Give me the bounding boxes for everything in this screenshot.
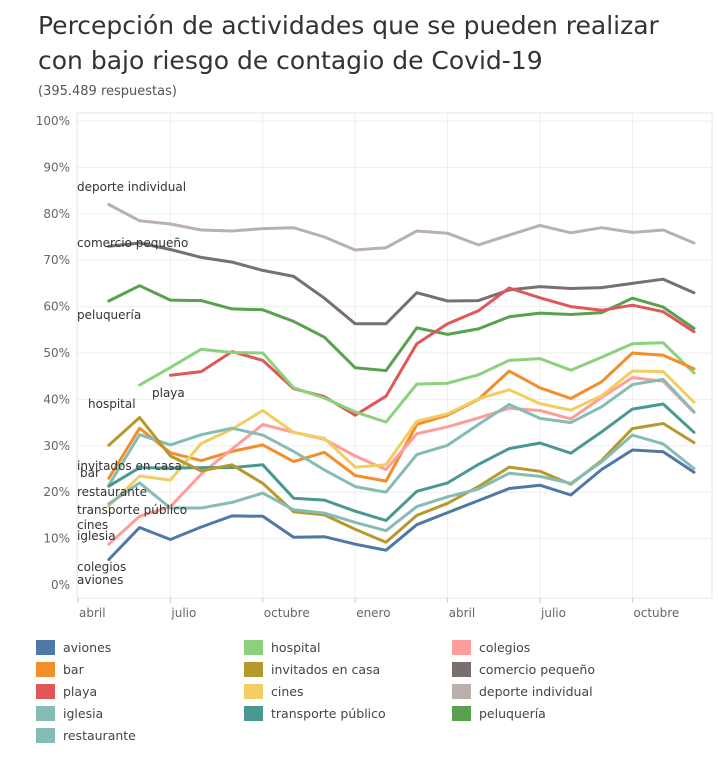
legend-label: cines [271,683,304,699]
line-label: playa [152,386,185,400]
x-tick-label: abril [449,606,476,620]
legend-item: bar [36,660,84,678]
y-axis: 0% 10% 20% 30% 40% 50% 60% 70% 80% 90% 100% [36,114,70,592]
y-tick-label: 100% [36,114,70,128]
legend-label: aviones [63,639,112,655]
line-label: deporte individual [77,180,186,194]
legend-swatch [36,639,55,655]
chart-subtitle: (395.489 respuestas) [38,84,177,99]
series-line [107,402,696,522]
legend-swatch [36,727,55,743]
legend-swatch [244,683,263,699]
line-label: cines [77,518,108,532]
series-line [107,203,696,252]
legend-swatch [244,705,263,721]
legend-swatch [452,705,471,721]
line-label: peluquería [77,308,141,322]
y-tick-label: 90% [43,160,70,174]
legend-label: playa [63,683,98,699]
legend-label: deporte individual [479,683,593,699]
legend-item: comercio pequeño [452,660,595,678]
x-tick-label: octubre [264,606,310,620]
legend-swatch [452,661,471,677]
legend-item: restaurante [36,726,136,744]
legend-label: invitados en casa [271,661,381,677]
y-tick-label: 80% [43,207,70,221]
line-label: restaurante [77,485,147,499]
y-tick-label: 10% [43,532,70,546]
legend-item: aviones [36,638,111,656]
legend-label: bar [63,661,84,677]
legend-item: playa [36,682,97,700]
y-tick-label: 70% [43,253,70,267]
x-tick-label: julio [540,606,566,620]
line-label: aviones [77,573,123,587]
line-chart: 0% 10% 20% 30% 40% 50% 60% 70% 80% 90% 100% abril j… [36,112,713,620]
line-label: colegios [77,560,126,574]
x-axis: abril julio octubre enero abril julio octubre [77,598,679,620]
legend-label: iglesia [63,705,104,721]
legend-item: peluquería [452,704,546,722]
line-label: comercio pequeño [77,236,188,250]
legend-item: invitados en casa [244,660,380,678]
series-lines [107,203,696,561]
series-line [107,448,696,561]
y-tick-label: 60% [43,300,70,314]
legend-swatch [244,661,263,677]
chart-title: Percepción de actividades que se pueden … [38,11,659,75]
line-label: invitados en casa [77,459,182,473]
y-tick-label: 50% [43,346,70,360]
legend-item: iglesia [36,704,103,722]
series-line [107,433,696,533]
y-tick-label: 30% [43,439,70,453]
line-label: iglesia [77,529,116,543]
legend-item: transporte público [244,704,386,722]
series-line [107,369,696,508]
legend-label: peluquería [479,705,546,721]
x-tick-label: enero [356,606,390,620]
series-line [107,241,696,326]
y-tick-label: 40% [43,392,70,406]
legend-swatch [36,683,55,699]
legend-swatch [36,661,55,677]
x-tick-label: abril [79,606,106,620]
legend-item: cines [244,682,303,700]
x-tick-label: octubre [633,606,679,620]
legend-label: restaurante [63,727,136,743]
legend-label: transporte público [271,705,386,721]
legend-item: colegios [452,638,530,656]
line-label: transporte público [77,503,187,517]
y-tick-label: 20% [43,485,70,499]
line-label: hospital [88,397,136,411]
legend-swatch [36,705,55,721]
legend-item: hospital [244,638,321,656]
series-line [107,284,696,373]
plot-frame [76,112,713,599]
legend-swatch [244,639,263,655]
legend-label: colegios [479,639,531,655]
legend-swatch [452,683,471,699]
line-labels: deporte individual comercio pequeño peluqu… [77,180,188,587]
y-tick-label: 0% [51,578,70,592]
legend-item: deporte individual [452,682,593,700]
series-line [138,341,696,424]
legend-label: hospital [271,639,321,655]
legend-label: comercio pequeño [479,661,595,677]
x-tick-label: julio [170,606,196,620]
series-line [107,377,696,494]
line-label: bar [80,466,100,480]
legend-swatch [452,639,471,655]
series-line [168,286,696,417]
